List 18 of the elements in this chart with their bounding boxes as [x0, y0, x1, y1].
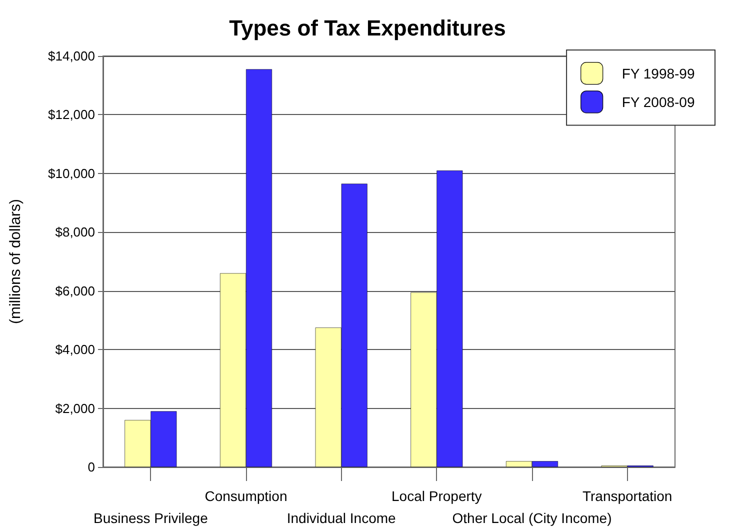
y-tick-label: $6,000 — [55, 283, 95, 298]
y-tick-label: $10,000 — [48, 166, 95, 181]
y-tick-label: $14,000 — [48, 48, 95, 64]
y-tick-label: 0 — [88, 460, 95, 474]
x-tick-label: Business Privilege — [93, 510, 208, 526]
legend-label: FY 2008-09 — [622, 94, 695, 110]
y-tick-label: $8,000 — [55, 224, 95, 240]
x-tick-label: Consumption — [204, 488, 288, 504]
x-tick-label: Individual Income — [286, 510, 396, 526]
x-tick-label: Transportation — [582, 488, 672, 504]
x-tick-label: Local Property — [392, 488, 482, 504]
x-tick-label: Other Local (City Income) — [452, 510, 612, 526]
y-tick-label: $4,000 — [55, 342, 95, 358]
y-tick-label: $12,000 — [48, 107, 95, 122]
legend-label: FY 1998-99 — [622, 65, 695, 82]
y-tick-label: $2,000 — [55, 400, 95, 416]
chart-title: Types of Tax Expenditures — [229, 16, 506, 40]
y-axis-title: (millions of dollars) — [7, 198, 24, 324]
